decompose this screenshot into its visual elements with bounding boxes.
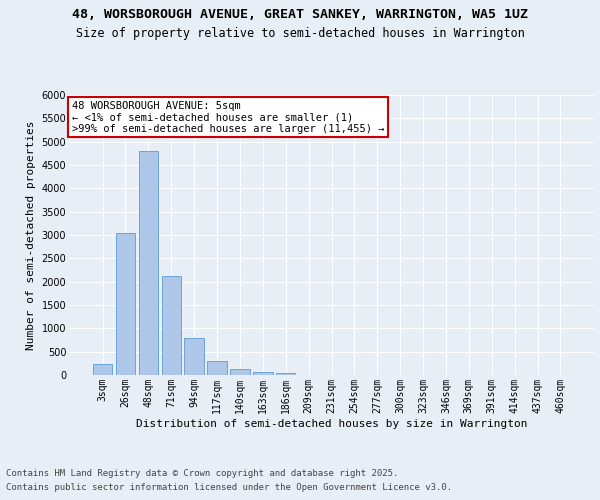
Text: 48 WORSBOROUGH AVENUE: 5sqm
← <1% of semi-detached houses are smaller (1)
>99% o: 48 WORSBOROUGH AVENUE: 5sqm ← <1% of sem… [71,100,384,134]
Bar [230,370,250,375]
Bar [139,151,158,375]
Bar [208,361,227,375]
Bar [93,364,112,375]
Bar [116,232,135,375]
Bar [276,373,295,375]
Bar [253,372,272,375]
Text: Size of property relative to semi-detached houses in Warrington: Size of property relative to semi-detach… [76,28,524,40]
X-axis label: Distribution of semi-detached houses by size in Warrington: Distribution of semi-detached houses by … [136,418,527,428]
Text: 48, WORSBOROUGH AVENUE, GREAT SANKEY, WARRINGTON, WA5 1UZ: 48, WORSBOROUGH AVENUE, GREAT SANKEY, WA… [72,8,528,20]
Text: Contains public sector information licensed under the Open Government Licence v3: Contains public sector information licen… [6,484,452,492]
Y-axis label: Number of semi-detached properties: Number of semi-detached properties [26,120,36,350]
Bar [184,338,204,375]
Text: Contains HM Land Registry data © Crown copyright and database right 2025.: Contains HM Land Registry data © Crown c… [6,468,398,477]
Bar [161,276,181,375]
